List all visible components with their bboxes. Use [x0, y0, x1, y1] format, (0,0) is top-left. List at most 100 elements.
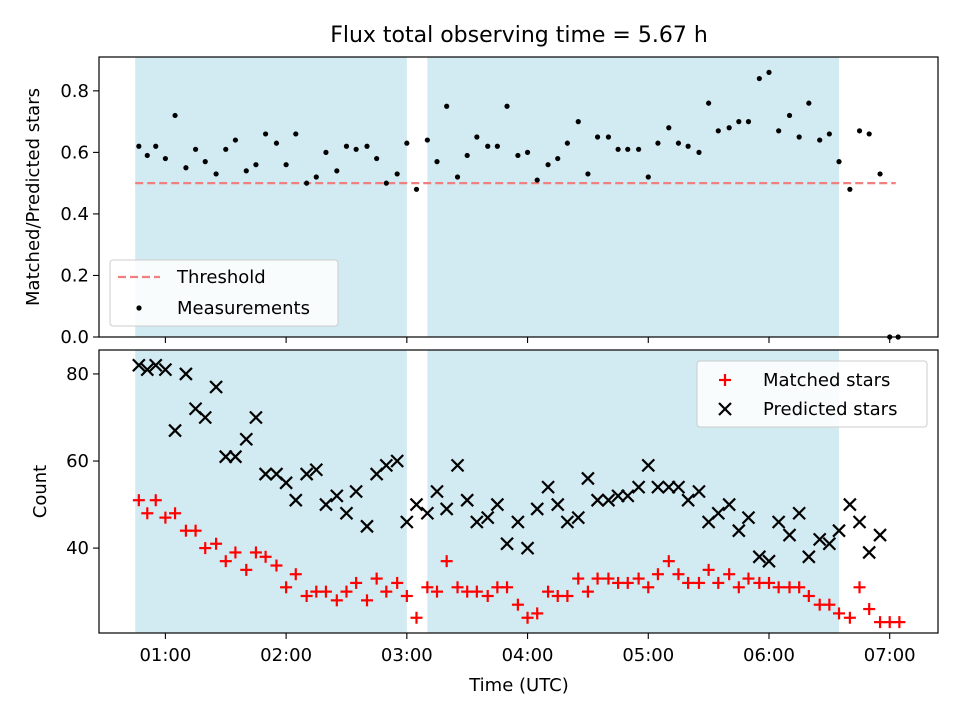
x-stroke — [409, 497, 424, 512]
measurement-point — [136, 143, 142, 149]
chart-title: Flux total observing time = 5.67 h — [330, 23, 708, 48]
measurements-legend-marker — [136, 305, 142, 311]
matched-star-point — [319, 585, 332, 598]
measurement-point — [374, 155, 380, 162]
measurement-point — [534, 177, 540, 183]
bottom-count-points — [132, 358, 906, 629]
x-stroke — [590, 493, 605, 507]
measurement-point — [394, 171, 400, 177]
matched-star-point — [542, 585, 555, 598]
matched-star-point — [621, 576, 634, 589]
x-stroke — [249, 410, 263, 425]
measurement-point — [202, 159, 208, 165]
x-tick-label: 05:00 — [622, 645, 674, 666]
x-stroke — [611, 489, 625, 503]
predicted-star-point — [239, 432, 254, 447]
bottom-legend: Matched stars Predicted stars — [696, 360, 928, 428]
matched-star-point — [662, 555, 675, 568]
measurement-point — [343, 143, 350, 149]
measurement-point — [866, 131, 872, 137]
predicted-star-point — [258, 467, 273, 481]
top-legend: Threshold Measurements — [109, 259, 339, 327]
x-stroke — [620, 489, 635, 503]
predicted-star-point — [832, 523, 846, 538]
matched-star-point — [340, 585, 353, 598]
x-tick-label: 06:00 — [743, 645, 795, 666]
matched-star-point — [400, 589, 413, 602]
threshold-legend-label: Threshold — [176, 267, 266, 288]
x-stroke — [822, 536, 837, 551]
x-stroke — [812, 532, 827, 547]
measurement-point — [594, 134, 601, 140]
measurement-point — [745, 119, 752, 125]
matched-star-point — [511, 598, 524, 611]
predicted-star-point — [500, 536, 514, 551]
matched-star-point — [702, 563, 715, 576]
x-stroke — [450, 458, 465, 473]
matched-star-point — [330, 594, 343, 607]
matched-stars-legend-label: Matched stars — [763, 370, 890, 391]
matched-star-point — [280, 581, 293, 594]
predicted-star-point — [802, 550, 816, 564]
x-stroke — [349, 484, 363, 499]
x-tick-label: 04:00 — [502, 645, 554, 666]
top-shaded-intervals — [135, 57, 840, 337]
x-stroke — [179, 367, 193, 381]
predicted-star-point — [782, 528, 797, 542]
x-stroke — [330, 489, 344, 503]
y-tick-label: 0.8 — [60, 81, 89, 102]
predicted-star-point — [439, 502, 454, 516]
measurement-point — [464, 152, 470, 159]
top-x-ticks — [164, 337, 891, 343]
predicted-star-point — [611, 489, 625, 503]
matched-star-point — [370, 572, 383, 585]
measurement-point — [615, 146, 621, 152]
matched-star-point — [289, 568, 302, 581]
top-y-axis-label: Matched/Predicted stars — [23, 88, 44, 306]
matched-stars-legend-marker — [719, 374, 731, 386]
x-stroke — [218, 449, 233, 464]
x-stroke — [771, 515, 786, 529]
matched-star-point — [159, 511, 172, 524]
matched-star-point — [270, 559, 283, 572]
x-stroke — [148, 358, 163, 373]
measurement-point — [605, 134, 612, 140]
x-stroke — [288, 493, 303, 507]
predicted-star-point — [309, 462, 324, 477]
predicted-star-point — [651, 480, 665, 494]
predicted-star-point — [571, 510, 586, 525]
measurement-point — [273, 140, 280, 146]
matched-star-point — [642, 581, 655, 594]
matched-star-point — [893, 616, 906, 629]
measurement-point — [293, 131, 299, 137]
matched-star-point — [391, 576, 404, 589]
measurement-point — [353, 146, 359, 152]
measurement-point — [334, 168, 340, 174]
measurement-point — [474, 134, 480, 140]
predicted-star-point — [400, 515, 414, 529]
predicted-star-point — [319, 497, 333, 512]
measurement-point — [304, 180, 310, 186]
x-stroke — [671, 480, 686, 494]
x-stroke — [430, 484, 444, 499]
measurement-point — [636, 146, 642, 152]
predicted-stars-legend-label: Predicted stars — [763, 399, 897, 420]
x-stroke — [541, 480, 555, 494]
measurement-point — [364, 143, 370, 149]
x-tick-label: 03:00 — [381, 645, 433, 666]
measurement-point — [756, 75, 762, 82]
y-tick-label: 0.6 — [60, 142, 89, 163]
matched-star-point — [531, 607, 544, 620]
predicted-star-point — [852, 515, 867, 529]
measurement-point — [243, 168, 249, 174]
measurement-point — [283, 162, 289, 168]
measurement-point — [434, 159, 440, 165]
measurement-point — [715, 128, 721, 134]
matched-star-point — [189, 524, 202, 537]
predicted-star-point — [158, 362, 173, 377]
measurement-point — [655, 140, 661, 146]
x-stroke — [732, 523, 746, 538]
predicted-star-point — [862, 545, 876, 560]
measurement-point — [413, 186, 420, 192]
predicted-star-point — [460, 493, 474, 507]
